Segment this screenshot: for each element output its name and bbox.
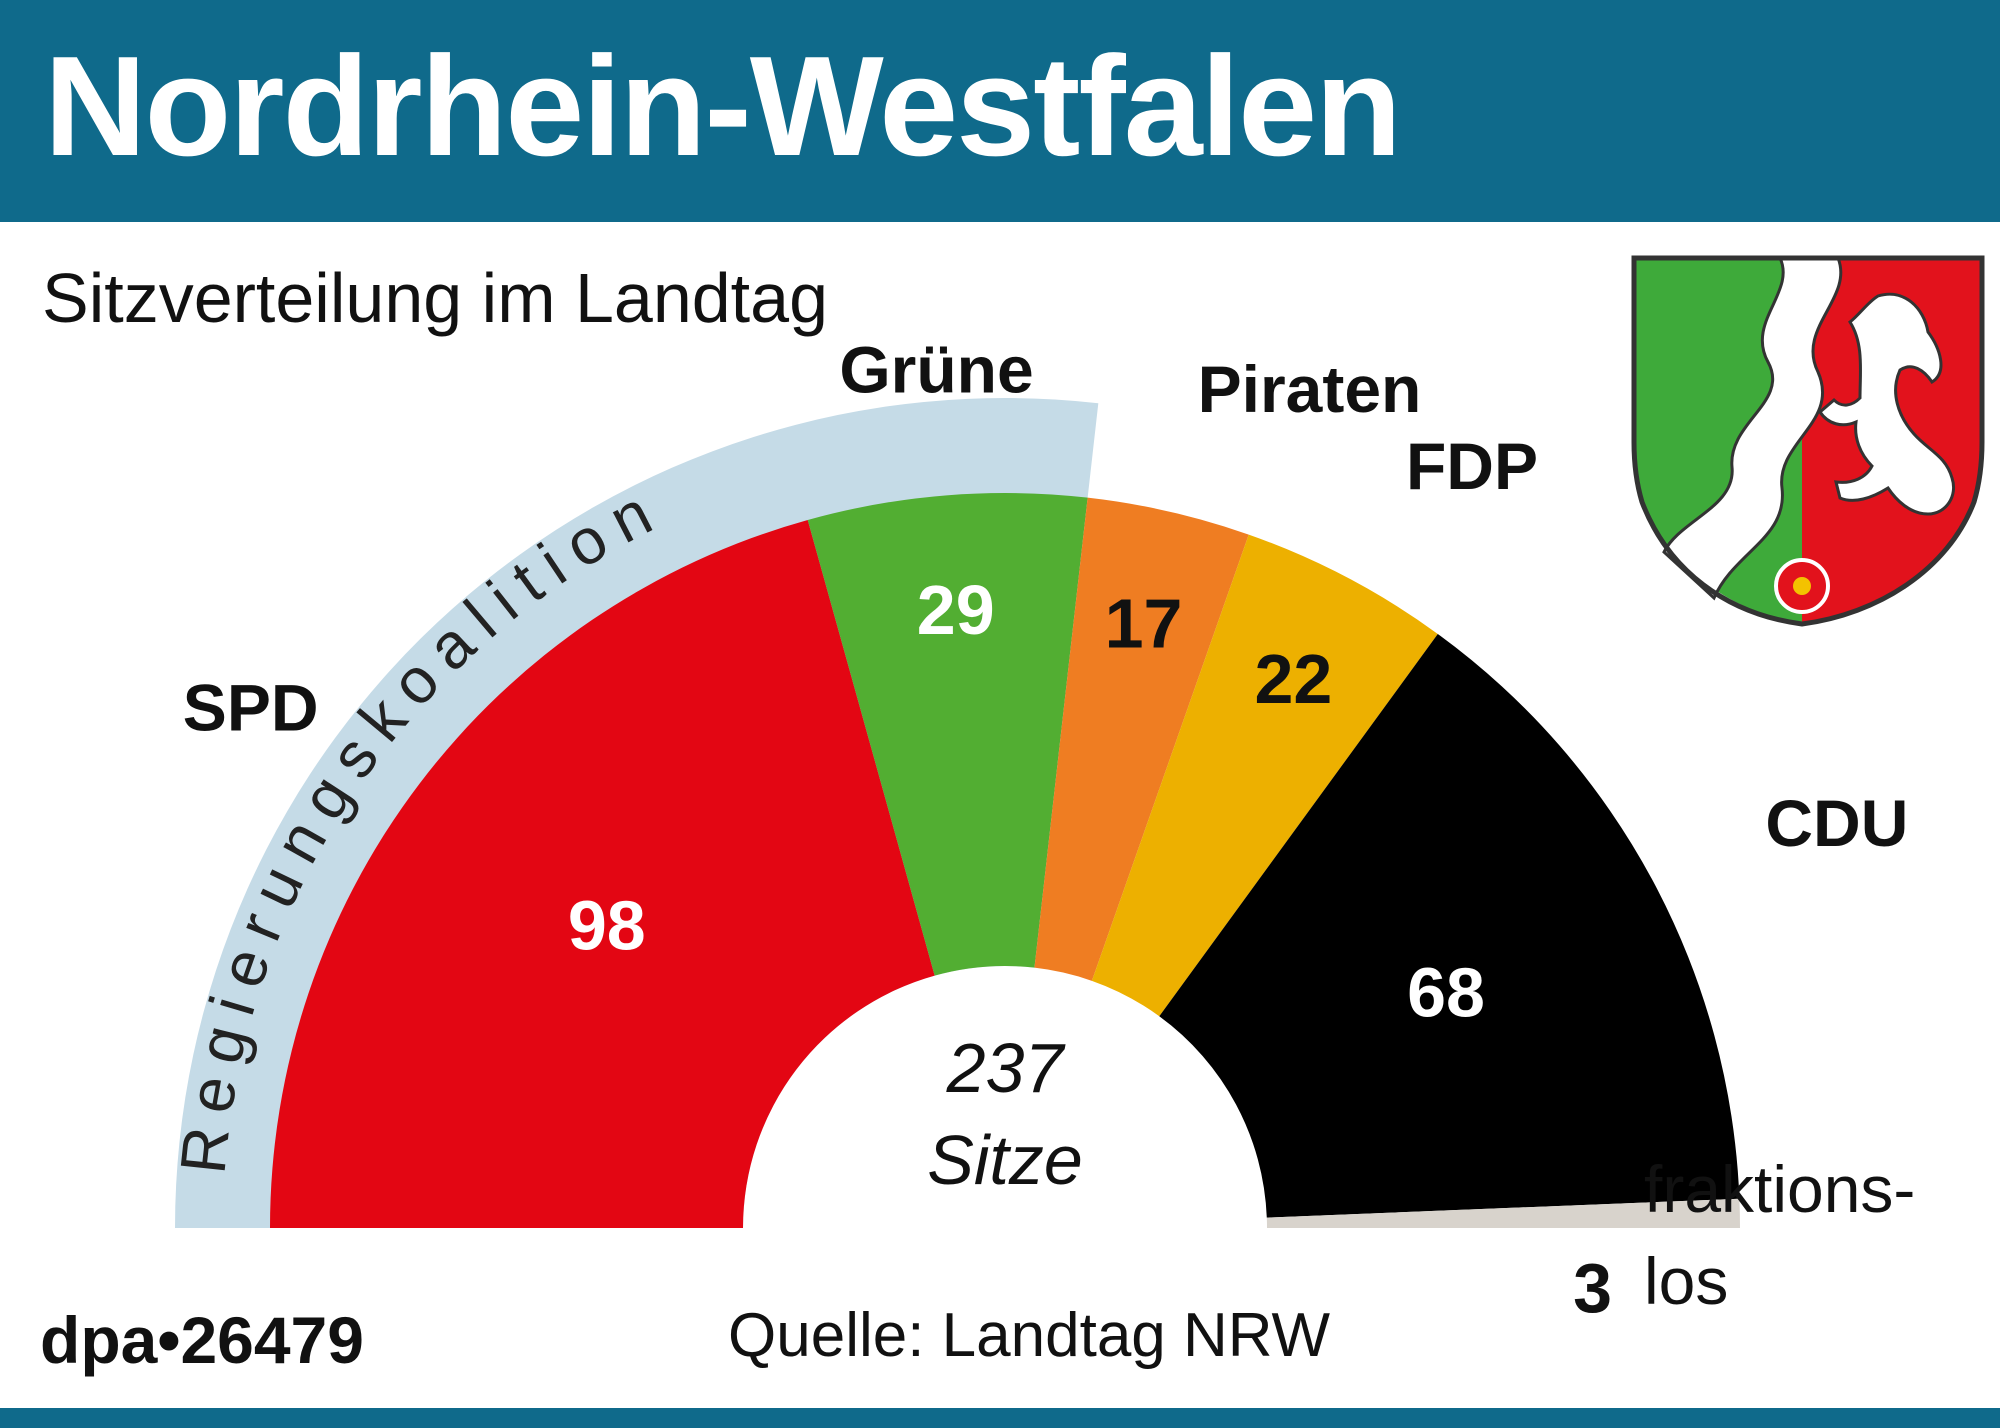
center-total-number: 237 <box>946 1029 1067 1107</box>
credit-label: dpa•26479 <box>40 1303 364 1377</box>
coat-horse-shape <box>1818 292 1955 516</box>
value-label-fraktions-los: 3 <box>1573 1249 1612 1327</box>
chart-title: Nordrhein-Westfalen <box>44 27 1402 186</box>
slice-layer <box>270 492 1740 1228</box>
chart-subtitle: Sitzverteilung im Landtag <box>42 259 828 337</box>
value-label-grüne: 29 <box>917 571 995 649</box>
coat-of-arms-icon <box>1631 255 1985 627</box>
header-bar <box>0 0 2000 222</box>
party-label-grüne: Grüne <box>839 333 1033 407</box>
coat-rhine-wave <box>1662 256 1843 601</box>
slice-fdp <box>1091 534 1438 1017</box>
bottom-bar <box>0 1408 2000 1428</box>
center-layer: 237 Sitze <box>927 1029 1083 1199</box>
party-label-fdp: FDP <box>1406 429 1538 503</box>
slice-fraktions-los <box>1266 1198 1740 1228</box>
value-label-spd: 98 <box>568 887 646 965</box>
slice-spd <box>270 519 935 1228</box>
value-label-cdu: 68 <box>1407 953 1485 1031</box>
party-label-piraten: Piraten <box>1198 352 1422 426</box>
slice-piraten <box>1034 497 1249 981</box>
party-label-fraktions-los: fraktions-los <box>1644 1152 1915 1318</box>
slice-cdu <box>1159 633 1740 1218</box>
center-total-unit: Sitze <box>927 1121 1083 1199</box>
coat-shield-outline <box>1631 255 1985 627</box>
value-label-piraten: 17 <box>1105 585 1183 663</box>
coat-rose-inner <box>1793 577 1811 595</box>
slice-grüne <box>807 492 1088 976</box>
source-label: Quelle: Landtag NRW <box>728 1301 1330 1370</box>
value-label-fdp: 22 <box>1254 640 1332 718</box>
party-label-cdu: CDU <box>1765 786 1908 860</box>
party-label-spd: SPD <box>183 671 319 745</box>
